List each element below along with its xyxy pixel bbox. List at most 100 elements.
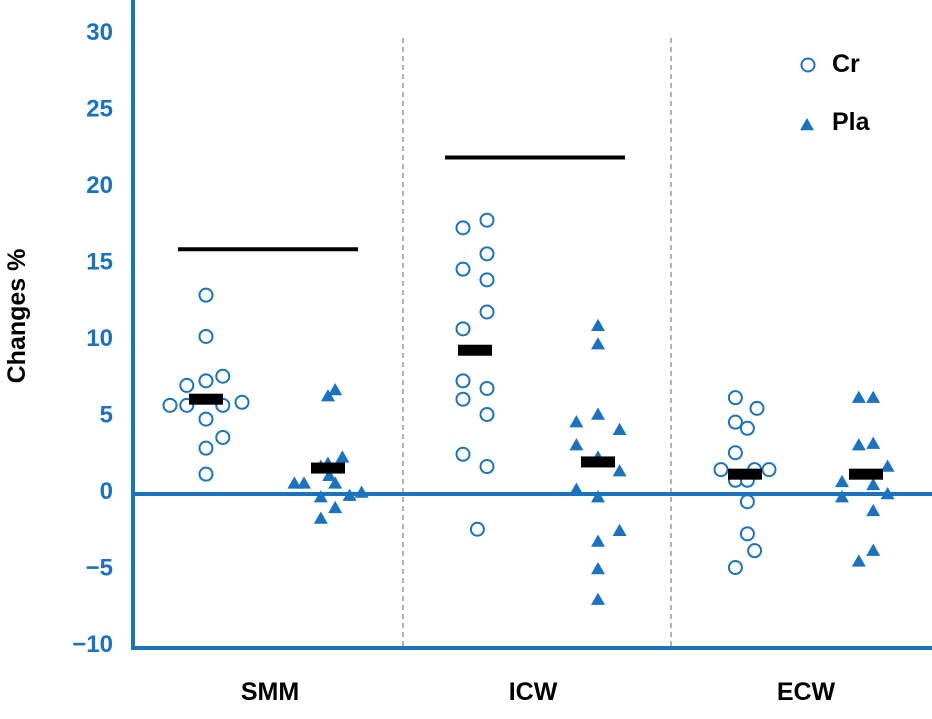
y-tick-label: −5 — [86, 555, 113, 582]
pla-point — [591, 337, 605, 350]
pla-point — [328, 383, 343, 396]
pla-point — [866, 477, 881, 491]
mean-bars — [189, 344, 883, 480]
cr-point — [455, 373, 471, 389]
cr-point — [469, 521, 485, 537]
cr-point — [739, 420, 755, 436]
mean-bar — [311, 462, 345, 474]
cr-point — [479, 459, 495, 475]
mean-bar — [728, 468, 762, 480]
cr-point — [455, 220, 471, 236]
cr-point — [162, 397, 178, 413]
legend-label-pla: Pla — [832, 108, 871, 136]
pla-point — [569, 415, 584, 428]
pla-point — [297, 476, 311, 489]
cr-point — [198, 411, 214, 427]
cr-point — [479, 212, 495, 228]
cr-point — [727, 560, 743, 575]
pla-point — [321, 389, 335, 402]
cr-point — [455, 391, 471, 407]
y-tick-label: 20 — [86, 172, 113, 199]
category-label: ECW — [777, 678, 836, 706]
cr-point — [455, 321, 471, 337]
cr-point — [215, 429, 231, 445]
legend: Cr Pla — [800, 50, 871, 136]
pla-point — [851, 390, 866, 403]
legend-label-cr: Cr — [832, 50, 860, 78]
y-tick-label: 30 — [86, 19, 113, 46]
pla-point — [866, 436, 881, 449]
pla-point — [591, 318, 605, 332]
y-tick-label: 10 — [86, 325, 113, 352]
pla-point — [612, 523, 627, 537]
divider-lines — [402, 38, 672, 648]
cr-point — [479, 380, 495, 396]
pla-point — [591, 592, 605, 605]
cr-point — [761, 462, 777, 478]
pla-point — [612, 464, 627, 477]
cr-point — [198, 287, 214, 303]
cr-point — [455, 261, 471, 277]
pla-point — [313, 511, 328, 524]
pla-point — [313, 490, 328, 503]
cr-point — [727, 414, 743, 430]
pla-point — [851, 438, 866, 451]
y-tick-labels: 30 25 20 15 10 5 0 −5 −10 — [72, 19, 113, 658]
pla-point — [800, 118, 814, 131]
cr-point — [479, 407, 495, 422]
category-labels: SMM ICW ECW — [241, 678, 836, 706]
pla-point — [322, 468, 337, 481]
pla-point — [328, 500, 343, 514]
pla-point — [835, 490, 849, 503]
pla-point — [591, 490, 605, 503]
cr-point — [215, 368, 231, 384]
pla-point — [880, 487, 895, 500]
cr-point — [234, 394, 250, 410]
category-label: SMM — [241, 678, 299, 706]
mean-bar — [849, 468, 883, 480]
y-tick-label: 25 — [86, 96, 113, 123]
y-tick-label: 15 — [86, 249, 113, 276]
mean-bar — [458, 344, 492, 356]
cr-point — [455, 446, 471, 462]
pla-point — [866, 543, 881, 556]
data-points — [162, 212, 895, 605]
pla-point — [287, 476, 302, 489]
category-label: ICW — [509, 678, 558, 706]
pla-point — [569, 438, 584, 451]
cr-point — [479, 272, 495, 288]
pla-point — [591, 407, 605, 420]
cr-point — [479, 246, 495, 262]
cr-point — [749, 400, 765, 416]
pla-point — [342, 488, 357, 501]
pla-point — [591, 534, 605, 547]
pla-point — [866, 390, 881, 403]
cr-point — [800, 57, 816, 73]
pla-point — [569, 482, 584, 495]
cr-point — [198, 466, 214, 482]
significance-lines — [178, 155, 625, 252]
pla-point — [835, 474, 849, 488]
pla-point — [880, 459, 895, 472]
axes — [131, 0, 932, 650]
cr-point — [727, 390, 743, 406]
cr-point — [739, 494, 755, 510]
pla-point — [612, 422, 627, 436]
cr-point — [179, 377, 195, 393]
cr-point — [713, 462, 729, 478]
cr-point — [727, 445, 743, 461]
y-tick-label: 5 — [100, 402, 113, 429]
cr-point — [479, 304, 495, 320]
cr-point — [747, 543, 763, 559]
y-axis-label: Changes % — [3, 249, 31, 384]
pla-point — [851, 554, 866, 567]
cr-point — [198, 328, 214, 344]
pla-point — [591, 562, 605, 575]
pla-point — [335, 450, 350, 463]
mean-bar — [189, 393, 223, 405]
cr-point — [198, 440, 214, 456]
y-tick-label: −10 — [72, 631, 113, 658]
cr-point — [739, 526, 755, 542]
cr-point — [198, 373, 214, 389]
